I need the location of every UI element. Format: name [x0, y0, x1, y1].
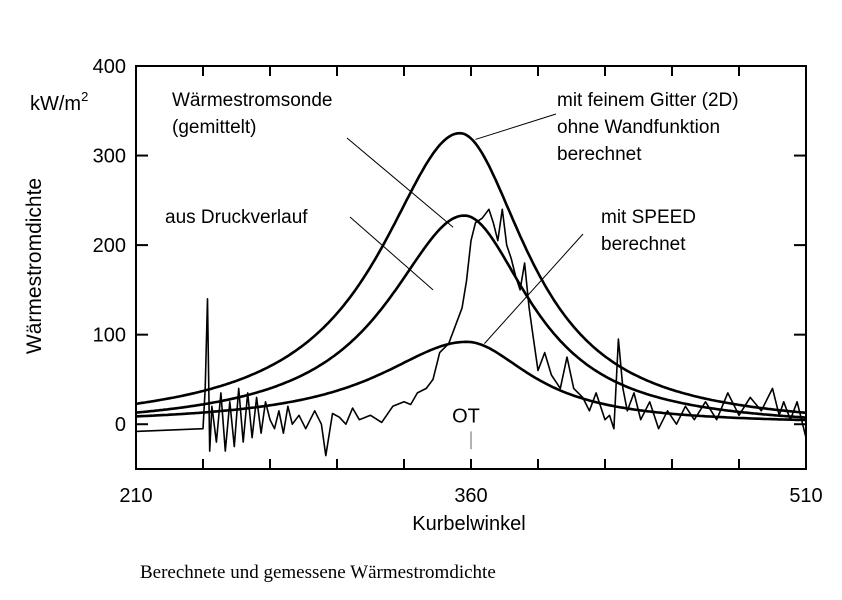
chart-series-group [136, 131, 806, 457]
y-unit-exponent: 2 [81, 89, 88, 104]
x-tick-label: 360 [454, 485, 487, 507]
x-tick-label: 210 [119, 485, 152, 507]
annotation-feingitter-line-2: ohne Wandfunktion [557, 117, 720, 138]
axis-ticks [136, 65, 806, 469]
series-line-feingitter [136, 131, 806, 415]
leader-druck [349, 216, 434, 291]
annotation-sonde: Wärmestromsonde (gemittelt) [172, 90, 338, 138]
annotation-druck-line-1: aus Druckverlauf [165, 207, 308, 228]
series-line-sonde [136, 208, 806, 457]
annotation-druck: aus Druckverlauf [165, 207, 308, 228]
annotation-leader-lines [346, 113, 584, 344]
y-tick-label: 0 [115, 414, 126, 436]
leader-speed [484, 233, 584, 344]
y-tick-label: 100 [93, 325, 126, 347]
x-axis-title: Kurbelwinkel [412, 513, 525, 535]
y-unit-base: kW/m [30, 93, 81, 115]
y-tick-label: 400 [93, 56, 126, 78]
annotation-feingitter-line-1: mit feinem Gitter (2D) [557, 90, 739, 111]
y-axis-title: Wärmestromdichte [23, 178, 46, 354]
ot-label: OT [452, 405, 480, 427]
y-tick-label: 200 [93, 235, 126, 257]
y-unit-label: kW/m2 [30, 89, 88, 115]
axis-tick-labels: 0 100 200 300 400 210 360 510 [93, 56, 823, 507]
annotation-sonde-line-1: Wärmestromsonde [172, 90, 333, 111]
y-tick-label: 300 [93, 146, 126, 168]
series-line-speed [136, 340, 806, 422]
annotation-feingitter-line-3: berechnet [557, 144, 642, 165]
annotation-speed-line-2: berechnet [601, 234, 686, 255]
annotation-sonde-line-2: (gemittelt) [172, 117, 256, 138]
annotation-speed: mit SPEED berechnet [601, 207, 701, 255]
leader-sonde [346, 137, 454, 228]
leader-feingitter [475, 113, 557, 140]
figure-caption: Berechnete und gemessene Wärmestromdicht… [140, 562, 496, 583]
annotation-feingitter: mit feinem Gitter (2D) ohne Wandfunktion… [557, 90, 744, 165]
x-tick-label: 510 [789, 485, 822, 507]
annotation-speed-line-1: mit SPEED [601, 207, 696, 228]
